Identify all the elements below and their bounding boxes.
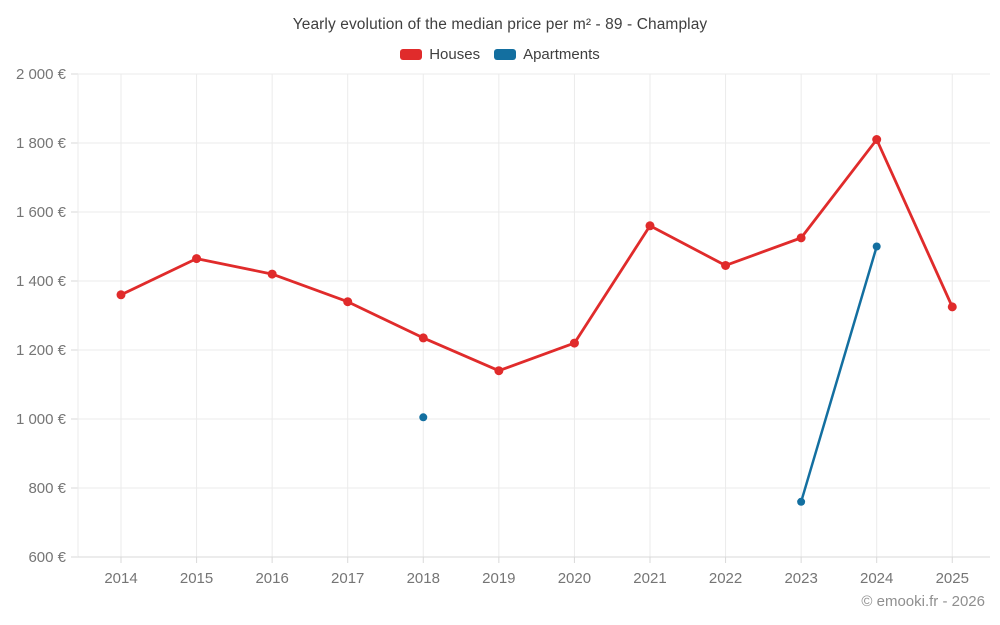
data-point-houses-2016[interactable] <box>267 269 277 279</box>
legend-label-houses: Houses <box>429 46 481 63</box>
y-axis-label: 1 000 € <box>16 411 67 428</box>
x-axis-label: 2021 <box>633 570 666 587</box>
legend-item-apartments[interactable]: Apartments <box>494 46 600 63</box>
data-point-apartments-2023[interactable] <box>797 497 806 506</box>
y-axis-label: 1 600 € <box>16 204 67 221</box>
data-point-houses-2020[interactable] <box>569 338 579 348</box>
x-axis-label: 2015 <box>180 570 213 587</box>
x-axis-label: 2024 <box>860 570 893 587</box>
copyright-credit: © emooki.fr - 2026 <box>861 593 985 610</box>
y-axis-label: 600 € <box>28 549 66 566</box>
y-axis-label: 800 € <box>28 480 66 497</box>
data-point-houses-2014[interactable] <box>116 290 126 300</box>
y-axis-label: 1 400 € <box>16 273 67 290</box>
x-axis-label: 2018 <box>407 570 440 587</box>
x-axis-label: 2022 <box>709 570 742 587</box>
legend-item-houses[interactable]: Houses <box>400 46 480 63</box>
data-point-apartments-2024[interactable] <box>872 242 881 251</box>
apartments-swatch-icon <box>494 49 517 60</box>
x-axis-label: 2019 <box>482 570 515 587</box>
data-point-apartments-2018[interactable] <box>419 413 428 422</box>
series-line-apartments <box>799 245 878 504</box>
x-axis-label: 2025 <box>936 570 969 587</box>
chart-legend: Houses Apartments <box>0 46 1000 63</box>
data-point-houses-2017[interactable] <box>343 297 353 307</box>
y-axis-label: 2 000 € <box>16 66 67 83</box>
chart-title: Yearly evolution of the median price per… <box>292 16 708 33</box>
x-axis-label: 2016 <box>255 570 288 587</box>
data-point-houses-2025[interactable] <box>947 302 957 312</box>
data-point-houses-2019[interactable] <box>494 366 504 376</box>
x-axis-label: 2023 <box>784 570 817 587</box>
legend-label-apartments: Apartments <box>523 46 600 63</box>
data-point-houses-2018[interactable] <box>418 333 428 343</box>
x-axis-label: 2014 <box>104 570 137 587</box>
y-axis-label: 1 200 € <box>16 342 67 359</box>
data-point-houses-2022[interactable] <box>721 260 731 270</box>
series-line-houses <box>119 138 954 373</box>
data-point-houses-2021[interactable] <box>645 221 655 231</box>
data-point-houses-2015[interactable] <box>192 254 202 264</box>
x-axis-label: 2017 <box>331 570 364 587</box>
data-point-houses-2023[interactable] <box>796 233 806 243</box>
y-axis-label: 1 800 € <box>16 135 67 152</box>
data-point-houses-2024[interactable] <box>872 135 882 145</box>
houses-swatch-icon <box>400 49 423 60</box>
x-axis-label: 2020 <box>558 570 591 587</box>
